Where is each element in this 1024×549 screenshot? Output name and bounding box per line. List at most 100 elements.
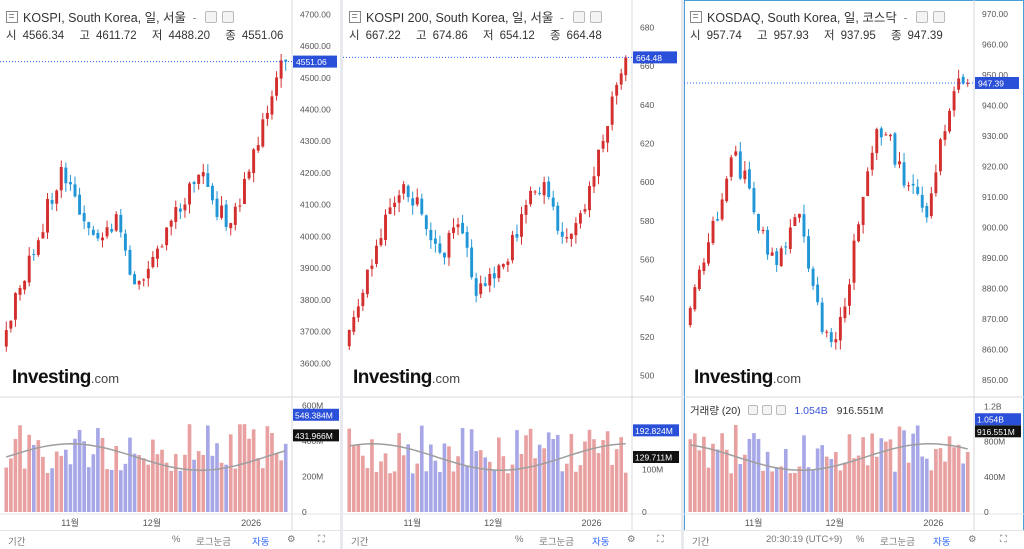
close-icon[interactable] [932,11,945,23]
percent-button[interactable]: % [172,534,181,545]
candle-up [356,306,360,318]
volume-bar [765,451,770,512]
volume-bar [392,471,397,512]
gear-icon[interactable]: ⚙ [287,534,296,545]
volume-bar [961,463,965,512]
volume-bar [555,434,560,512]
menu-icon[interactable] [690,11,702,23]
price-tick-label: 4000.00 [300,231,331,241]
low-label: 저 [823,30,835,42]
candle-down [119,214,123,233]
candle-up [456,224,460,228]
candle-down [820,302,824,332]
volume-bar [219,462,224,512]
gear-icon[interactable]: ⚙ [968,534,977,545]
volume-bar [897,426,902,512]
log-scale-button[interactable]: 로그눈금 [539,537,574,548]
volume-bar [497,437,501,512]
candle-up [201,172,205,177]
chart-panel-kospi200[interactable]: 680 660 640 620 600 580 560 540 520 500 100M 0 664.4… [343,0,681,549]
candle-up [743,170,747,180]
volume-bar [506,473,510,512]
volume-bar [865,465,870,512]
settings-icon[interactable] [572,11,585,23]
candle-up [270,96,274,115]
close-icon[interactable] [589,11,602,23]
volume-tag-bg [293,408,339,421]
volume-bar [519,453,524,512]
volume-bar [91,454,96,512]
settings-icon[interactable] [915,11,928,23]
candle-up [861,196,865,225]
period-button[interactable]: 기간 [8,537,26,548]
volume-tag: 1.054B [977,415,1004,425]
auto-scale-button[interactable]: 자동 [592,537,610,548]
candle-down [879,128,883,138]
price-tick-label: 3600.00 [300,358,331,368]
auto-scale-button[interactable]: 자동 [933,537,951,548]
high-value: 674.86 [432,30,468,42]
volume-bar [401,455,406,512]
kospi200-chart-canvas[interactable]: 680 660 640 620 600 580 560 540 520 500 100M 0 664.4… [343,0,681,531]
settings-icon[interactable] [205,11,218,23]
chart-panel-kospi[interactable]: 4700.00 4600.00 4500.00 4400.00 4300.00 4200.… [0,0,340,549]
candle-up [929,193,933,217]
close-icon[interactable] [775,405,786,415]
auto-scale-button[interactable]: 자동 [252,537,270,548]
candle-down [716,219,720,221]
period-button[interactable]: 기간 [351,537,369,548]
volume-bar [952,447,956,512]
fullscreen-icon[interactable]: ⛶ [657,534,664,545]
kospi-chart-canvas[interactable]: 4700.00 4600.00 4500.00 4400.00 4300.00 4200.… [0,0,340,531]
time-tick-label: 2026 [241,518,261,528]
price-tick-label: 4400.00 [300,105,331,115]
panel-divider[interactable] [681,0,684,549]
volume-bar [68,464,73,512]
candle-down [560,231,564,237]
volume-bar [251,429,256,512]
volume-bar [155,454,160,512]
candle-down [811,268,815,286]
percent-button[interactable]: % [515,534,524,545]
volume-bar [456,456,460,512]
volume-indicator-name: 거래량 (20) [690,405,741,417]
menu-icon[interactable] [349,11,361,23]
volume-bar [4,467,9,512]
log-scale-button[interactable]: 로그눈금 [196,537,231,548]
close-icon[interactable] [222,11,235,23]
clock-readout: 20:30:19 (UTC+9) [766,534,843,545]
period-button[interactable]: 기간 [692,537,710,548]
menu-icon[interactable] [6,11,18,23]
kosdaq-chart-canvas[interactable]: 970.00 960.00 950.00 940.00 930.00 920.00 910.… [684,0,1024,531]
symbol-title: KOSPI 200, South Korea, 일, 서울 [366,11,554,25]
candle-up [565,237,569,239]
panel-divider[interactable] [340,0,343,549]
percent-button[interactable]: % [856,534,865,545]
candle-down [893,133,897,165]
price-tick-label: 540 [640,293,654,303]
candle-down [68,182,72,185]
gear-icon[interactable]: ⚙ [627,534,636,545]
candle-up [188,183,191,205]
price-tick-label: 3900.00 [300,263,331,273]
candle-up [542,182,546,196]
volume-bar [361,455,365,512]
settings-icon[interactable] [761,405,772,415]
volume-bar [820,445,824,512]
candle-down [816,284,820,303]
volume-bar [210,455,215,512]
fullscreen-icon[interactable]: ⛶ [1000,534,1007,545]
volume-bar [86,467,91,512]
chart-panel-kosdaq[interactable]: 970.00 960.00 950.00 940.00 930.00 920.00 910.… [684,0,1024,549]
eye-icon[interactable] [747,405,758,415]
volume-tag-bg [975,413,1021,426]
candle-up [506,261,510,265]
log-scale-button[interactable]: 로그눈금 [880,537,915,548]
fullscreen-icon[interactable]: ⛶ [318,534,325,545]
last-price-tag-bg [633,51,677,64]
high-label: 고 [79,30,90,42]
candle-down [470,247,474,278]
candle-up [46,198,49,233]
candle-up [852,240,856,283]
candle-up [36,240,40,255]
